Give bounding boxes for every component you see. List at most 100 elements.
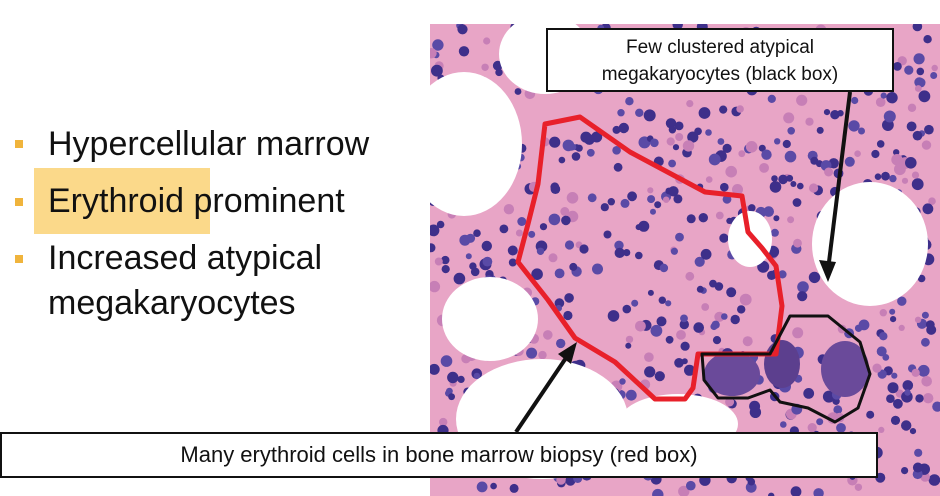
cell-nucleus <box>550 184 561 194</box>
cell-nucleus <box>514 88 522 95</box>
cell-nucleus <box>647 187 654 194</box>
cell-nucleus <box>564 293 574 303</box>
cell-nucleus <box>877 369 887 379</box>
cell-nucleus <box>701 303 710 311</box>
cell-nucleus <box>914 85 922 92</box>
cell-nucleus <box>560 207 570 216</box>
cell-nucleus <box>808 271 821 284</box>
cell-nucleus <box>805 117 814 126</box>
cell-nucleus <box>880 92 887 99</box>
cell-nucleus <box>858 127 865 135</box>
cell-nucleus <box>780 421 787 428</box>
cell-nucleus <box>647 195 656 204</box>
cell-nucleus <box>659 263 669 273</box>
cell-nucleus <box>823 109 831 116</box>
cell-nucleus <box>674 121 684 131</box>
cell-nucleus <box>658 296 666 304</box>
cell-nucleus <box>889 174 897 183</box>
cell-nucleus <box>866 410 875 419</box>
cell-nucleus <box>554 268 565 279</box>
cell-nucleus <box>515 229 523 237</box>
bullet-hypercellular: Hypercellular marrow <box>48 125 370 163</box>
cell-nucleus <box>694 256 705 267</box>
cell-nucleus <box>679 319 689 330</box>
callout-top-line2: megakaryocytes (black box) <box>601 64 839 85</box>
cell-nucleus <box>526 347 538 359</box>
cell-nucleus <box>790 486 802 496</box>
cell-nucleus <box>782 139 791 149</box>
cell-nucleus <box>721 313 728 320</box>
cell-nucleus <box>712 336 722 345</box>
cell-nucleus <box>881 171 890 181</box>
cell-nucleus <box>816 418 824 426</box>
cell-nucleus <box>561 215 571 226</box>
cell-nucleus <box>508 258 517 267</box>
cell-nucleus <box>918 90 931 103</box>
cell-nucleus <box>745 481 757 493</box>
cell-nucleus <box>665 300 672 307</box>
cell-nucleus <box>643 109 656 122</box>
cell-nucleus <box>844 156 855 167</box>
cell-nucleus <box>891 372 898 379</box>
cell-nucleus <box>635 224 642 231</box>
cell-nucleus <box>739 293 752 306</box>
cell-nucleus <box>543 330 553 340</box>
cell-nucleus <box>654 371 665 382</box>
cell-nucleus <box>803 388 815 399</box>
cell-nucleus <box>771 175 778 182</box>
cell-nucleus <box>854 150 861 157</box>
cell-nucleus <box>726 217 733 224</box>
cell-nucleus <box>858 319 870 331</box>
cell-nucleus <box>738 150 746 158</box>
cell-nucleus <box>684 364 695 376</box>
cell-nucleus <box>650 208 656 215</box>
cell-nucleus <box>773 215 780 222</box>
cell-nucleus <box>635 320 646 332</box>
cell-nucleus <box>730 314 740 325</box>
cell-nucleus <box>787 216 795 224</box>
cell-nucleus <box>635 108 644 118</box>
cell-nucleus <box>536 247 545 255</box>
megakaryocyte <box>764 340 800 388</box>
cell-nucleus <box>897 296 907 306</box>
cell-nucleus <box>580 131 592 143</box>
cell-nucleus <box>878 426 885 433</box>
cell-nucleus <box>650 324 663 337</box>
cell-nucleus <box>901 177 909 184</box>
cell-nucleus <box>678 485 690 496</box>
cell-nucleus <box>787 127 795 135</box>
cell-nucleus <box>434 257 443 266</box>
cell-nucleus <box>694 127 702 136</box>
cell-nucleus <box>430 224 440 237</box>
cell-nucleus <box>931 64 938 72</box>
cell-nucleus <box>458 46 470 57</box>
cell-nucleus <box>717 138 725 145</box>
megakaryocyte <box>821 341 869 397</box>
cell-nucleus <box>792 327 804 339</box>
cell-nucleus <box>698 213 708 223</box>
cell-nucleus <box>507 245 518 256</box>
fat-space <box>728 211 772 267</box>
cell-nucleus <box>693 322 704 333</box>
cell-nucleus <box>625 97 634 106</box>
erythroid-highlight <box>34 168 210 234</box>
cell-nucleus <box>720 182 729 192</box>
cell-nucleus <box>725 165 737 178</box>
cell-nucleus <box>665 335 674 344</box>
cell-nucleus <box>890 316 897 323</box>
marrow-biopsy-image <box>430 24 940 496</box>
cell-nucleus <box>558 156 566 164</box>
cell-nucleus <box>886 394 895 404</box>
cell-nucleus <box>448 393 455 401</box>
cell-nucleus <box>793 238 802 248</box>
cell-nucleus <box>672 144 680 151</box>
cell-nucleus <box>911 368 920 377</box>
cell-nucleus <box>591 131 603 143</box>
cell-nucleus <box>810 156 819 165</box>
cell-nucleus <box>674 358 684 368</box>
erythroid-red-outline <box>515 114 785 402</box>
cell-nucleus <box>905 157 917 169</box>
cell-nucleus <box>922 203 934 215</box>
cell-nucleus <box>619 378 626 385</box>
cell-nucleus <box>928 197 936 205</box>
